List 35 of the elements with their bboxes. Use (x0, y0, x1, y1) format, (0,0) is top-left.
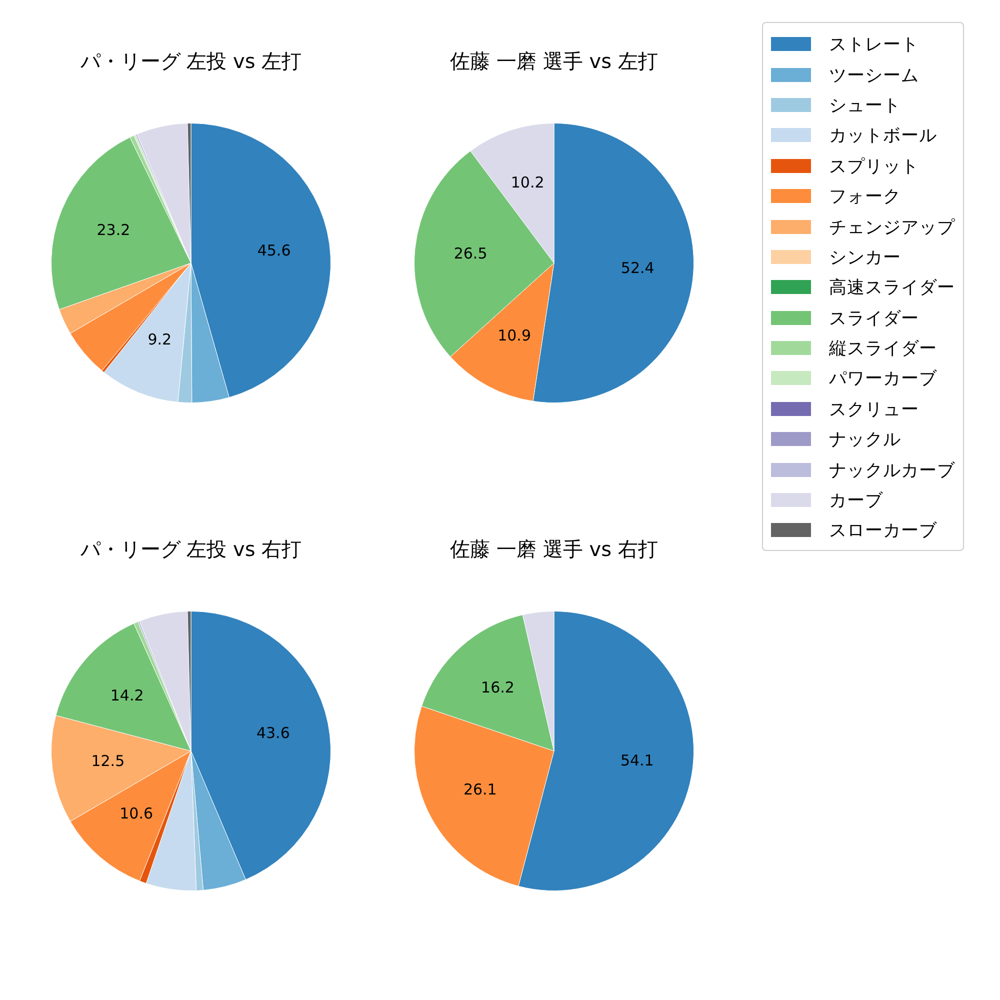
data-label: 52.4 (620, 259, 654, 278)
legend-label: 縦スライダー (829, 338, 937, 360)
chart-title: パ・リーグ 左投 vs 右打 (79, 536, 303, 563)
data-label: 14.2 (110, 686, 144, 705)
legend-label: シュート (829, 94, 901, 117)
legend-label: スプリット (829, 156, 919, 178)
legend-label: ナックル (829, 429, 901, 452)
legend-label: 高速スライダー (829, 277, 955, 300)
legend-label: スローカーブ (829, 520, 937, 542)
legend-label: カーブ (829, 490, 883, 512)
data-label: 9.2 (148, 330, 172, 349)
legend-label: スライダー (829, 308, 919, 330)
legend-label: パワーカーブ (829, 368, 937, 390)
data-label: 10.9 (498, 326, 531, 345)
data-label: 10.6 (120, 804, 154, 822)
data-label: 26.5 (454, 244, 488, 263)
chart-title: 佐藤 一磨 選手 vs 右打 (449, 536, 659, 563)
data-label: 10.2 (510, 173, 544, 192)
legend-label: ストレート (829, 34, 919, 56)
legend-label: ナックルカーブ (829, 460, 955, 482)
data-label: 26.1 (463, 780, 497, 799)
data-label: 16.2 (481, 678, 514, 697)
data-label: 23.2 (96, 221, 130, 240)
text: パ・リーグ 左投 vs 左打 (79, 48, 303, 75)
legend-label: ツーシーム (829, 64, 919, 87)
legend-label: カットボール (829, 125, 937, 148)
chart-title: 佐藤 一磨 選手 vs 左打 (449, 48, 659, 75)
legend-label: チェンジアップ (829, 216, 955, 239)
data-label: 45.6 (257, 241, 291, 260)
legend-label: シンカー (829, 246, 901, 269)
data-label: 43.6 (256, 724, 290, 742)
data-label: 54.1 (620, 752, 654, 770)
legend-label: フォーク (829, 186, 901, 208)
data-label: 12.5 (91, 752, 125, 770)
legend-label: スクリュー (829, 398, 919, 421)
